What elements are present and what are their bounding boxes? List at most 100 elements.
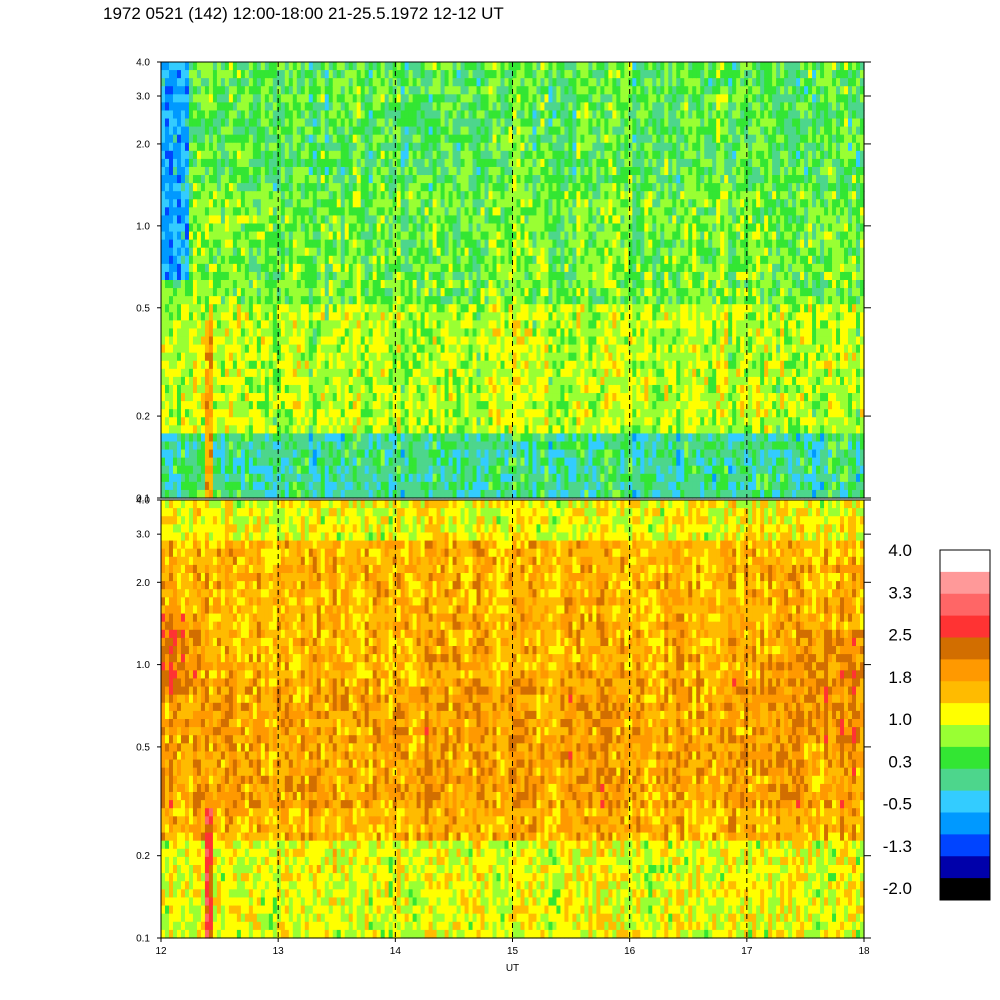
top-spectrogram-cell [344, 70, 350, 79]
top-spectrogram-cell [372, 102, 378, 112]
top-spectrogram-cell [384, 62, 390, 71]
top-spectrogram-cell [392, 344, 398, 354]
top-spectrogram-cell [232, 134, 238, 144]
top-spectrogram-cell [332, 280, 338, 289]
top-spectrogram-cell [220, 401, 226, 410]
top-spectrogram-cell [412, 142, 418, 152]
top-spectrogram-cell [316, 481, 322, 491]
top-spectrogram-cell [492, 271, 498, 281]
top-spectrogram-cell [440, 255, 446, 265]
top-spectrogram-cell [161, 102, 166, 112]
top-spectrogram-cell [376, 231, 382, 241]
top-spectrogram-cell [192, 433, 198, 443]
top-spectrogram-cell [384, 376, 390, 386]
top-spectrogram-cell [348, 465, 354, 475]
top-spectrogram-cell [161, 207, 166, 216]
top-spectrogram-cell [256, 166, 262, 176]
top-spectrogram-cell [161, 271, 166, 281]
top-spectrogram-cell [312, 489, 318, 499]
top-spectrogram-cell [460, 409, 466, 418]
top-spectrogram-cell [252, 62, 258, 71]
top-spectrogram-cell [460, 150, 466, 160]
top-spectrogram-cell [448, 118, 454, 128]
top-spectrogram-cell [204, 142, 210, 152]
top-spectrogram-cell [212, 110, 218, 120]
top-spectrogram-cell [408, 425, 414, 434]
top-spectrogram-cell [440, 312, 446, 321]
top-spectrogram-cell [388, 288, 394, 297]
top-spectrogram-cell [312, 433, 318, 443]
top-spectrogram-cell [196, 320, 202, 330]
top-spectrogram-cell [496, 102, 502, 112]
top-spectrogram-cell [364, 441, 370, 451]
top-spectrogram-cell [184, 102, 190, 112]
top-spectrogram-cell [168, 118, 174, 128]
top-spectrogram-cell [168, 368, 174, 378]
top-spectrogram-cell [520, 465, 526, 475]
top-spectrogram-cell [448, 126, 454, 136]
top-spectrogram-cell [240, 110, 246, 120]
top-spectrogram-cell [220, 231, 226, 241]
top-spectrogram-cell [224, 384, 230, 394]
top-spectrogram-cell [280, 457, 286, 467]
top-spectrogram-cell [388, 344, 394, 354]
top-spectrogram-cell [432, 134, 438, 144]
top-spectrogram-cell [316, 70, 322, 79]
top-spectrogram-cell [220, 449, 226, 459]
top-spectrogram-cell [268, 384, 274, 394]
top-spectrogram-cell [252, 481, 258, 491]
top-spectrogram-cell [432, 417, 438, 426]
top-spectrogram-cell [320, 199, 326, 208]
top-spectrogram-cell [484, 110, 490, 120]
top-spectrogram-cell [408, 231, 414, 241]
top-spectrogram-cell [416, 401, 422, 410]
top-spectrogram-cell [336, 118, 342, 128]
top-spectrogram-cell [296, 473, 302, 483]
top-spectrogram-cell [272, 280, 278, 289]
top-spectrogram-cell [408, 102, 414, 112]
top-spectrogram-cell [268, 223, 274, 233]
top-spectrogram-cell [352, 368, 358, 378]
top-spectrogram-cell [516, 102, 522, 112]
top-spectrogram-cell [460, 280, 466, 289]
top-spectrogram-cell [161, 465, 166, 475]
top-spectrogram-cell [164, 449, 170, 459]
top-spectrogram-cell [240, 263, 246, 273]
top-spectrogram-cell [480, 223, 486, 233]
top-spectrogram-cell [188, 86, 194, 95]
top-spectrogram-cell [420, 328, 426, 338]
top-spectrogram-cell [520, 441, 526, 451]
top-spectrogram-cell [268, 336, 274, 346]
top-spectrogram-cell [492, 166, 498, 176]
top-spectrogram-cell [420, 239, 426, 249]
top-spectrogram-cell [188, 433, 194, 443]
top-spectrogram-cell [200, 94, 206, 103]
top-spectrogram-cell [428, 175, 434, 184]
top-spectrogram-cell [272, 126, 278, 136]
top-spectrogram-cell [264, 304, 270, 313]
top-spectrogram-cell [200, 473, 206, 483]
top-spectrogram-cell [304, 118, 310, 128]
top-spectrogram-cell [464, 175, 470, 184]
top-spectrogram-cell [452, 328, 458, 338]
top-spectrogram-cell [220, 376, 226, 386]
top-spectrogram-cell [240, 433, 246, 443]
top-spectrogram-cell [444, 417, 450, 426]
top-spectrogram-cell [256, 465, 262, 475]
top-spectrogram-cell [324, 118, 330, 128]
top-spectrogram-cell [296, 280, 302, 289]
top-spectrogram-cell [384, 449, 390, 459]
top-spectrogram-cell [440, 441, 446, 451]
top-spectrogram-cell [416, 78, 422, 87]
top-spectrogram-cell [164, 473, 170, 483]
top-spectrogram-cell [508, 425, 514, 434]
top-spectrogram-cell [368, 296, 374, 305]
top-spectrogram-cell [380, 263, 386, 273]
top-spectrogram-cell [344, 110, 350, 120]
top-spectrogram-cell [324, 223, 330, 233]
top-spectrogram-cell [424, 465, 430, 475]
top-spectrogram-cell [524, 94, 530, 103]
top-spectrogram-cell [464, 288, 470, 297]
top-spectrogram-cell [232, 239, 238, 249]
top-spectrogram-cell [460, 328, 466, 338]
